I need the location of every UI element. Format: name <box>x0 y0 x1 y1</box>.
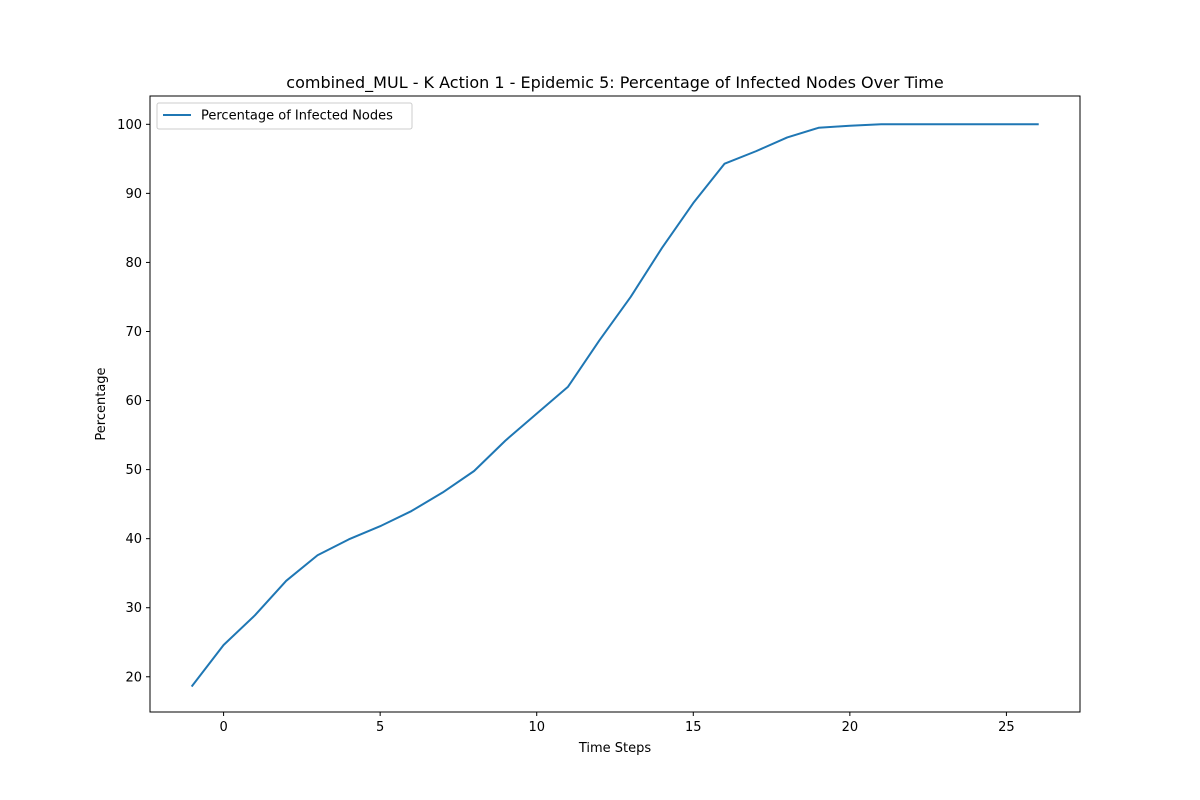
chart-title: combined_MUL - K Action 1 - Epidemic 5: … <box>286 73 943 93</box>
x-tick-label: 25 <box>998 720 1015 735</box>
y-tick-label: 60 <box>125 394 142 409</box>
legend-label: Percentage of Infected Nodes <box>201 109 393 124</box>
axes-frame <box>149 95 1081 713</box>
legend: Percentage of Infected Nodes <box>156 102 413 130</box>
x-tick-label: 5 <box>376 720 384 735</box>
y-tick-label: 20 <box>125 670 142 685</box>
y-tick-label: 50 <box>125 463 142 478</box>
y-tick-label: 40 <box>125 532 142 547</box>
x-axis-label: Time Steps <box>578 741 652 756</box>
y-tick-label: 70 <box>125 325 142 340</box>
x-tick-label: 15 <box>685 720 702 735</box>
x-tick-label: 20 <box>842 720 859 735</box>
y-tick-label: 90 <box>125 187 142 202</box>
y-tick-label: 80 <box>125 256 142 271</box>
y-tick-label: 30 <box>125 601 142 616</box>
legend-box <box>156 102 413 130</box>
y-axis-label: Percentage <box>94 367 109 440</box>
x-tick-label: 0 <box>219 720 227 735</box>
y-tick-label: 100 <box>117 118 142 133</box>
y-axis-ticks: 20 30 40 50 60 70 80 90 100 <box>117 118 150 685</box>
series-line <box>190 123 1039 688</box>
chart-marks <box>190 123 1039 688</box>
x-tick-label: 10 <box>528 720 545 735</box>
x-axis-ticks: 0 5 10 15 20 25 <box>219 712 1015 735</box>
